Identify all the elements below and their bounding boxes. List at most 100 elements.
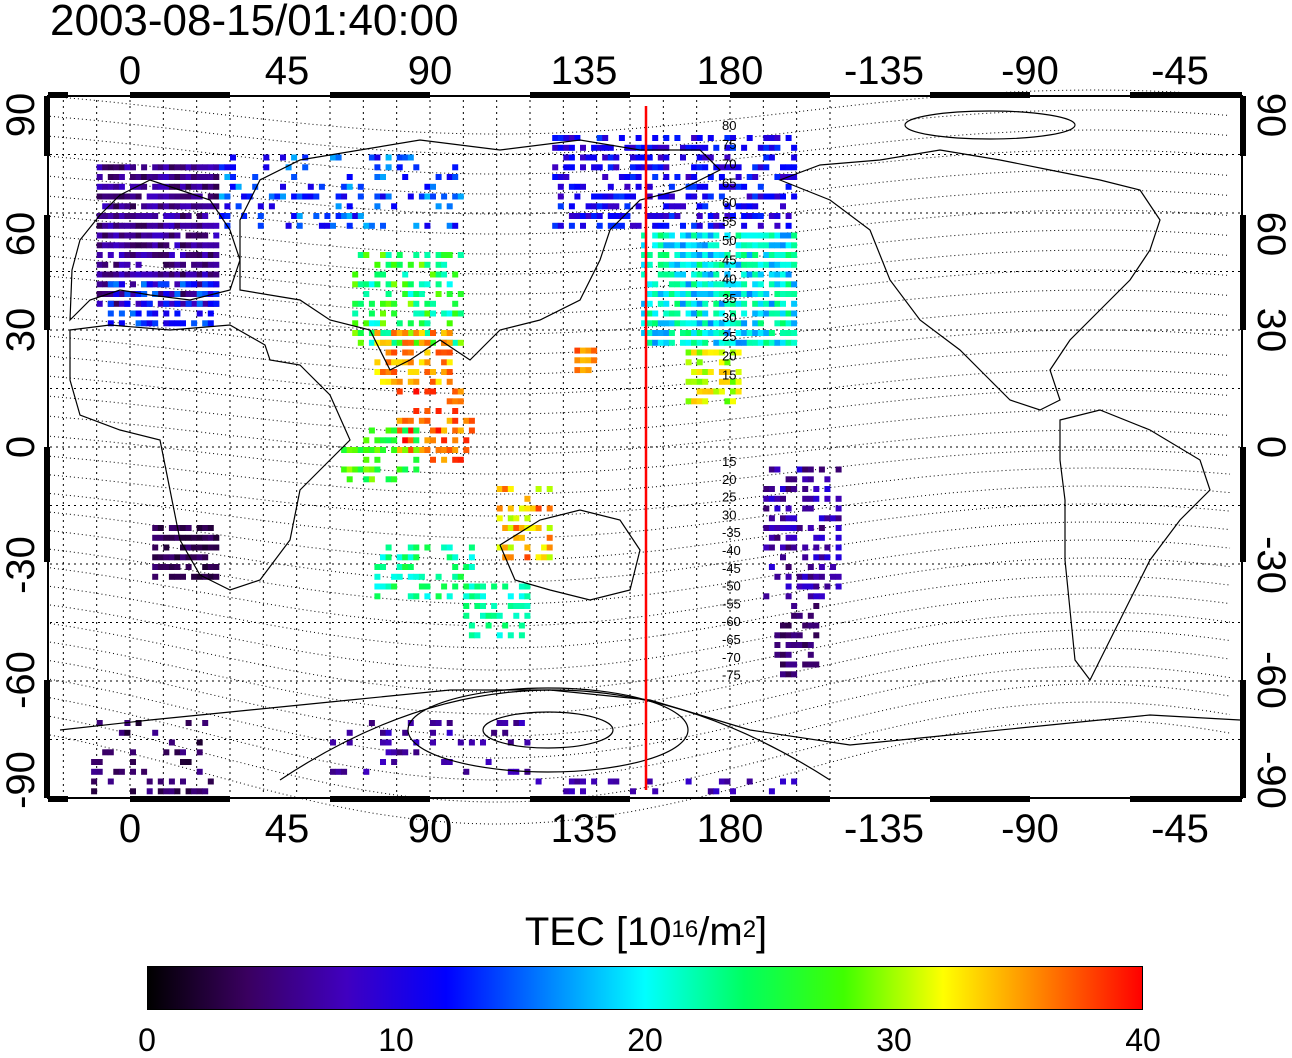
tec-cell	[180, 749, 186, 756]
tec-cell	[691, 144, 698, 151]
tec-cell	[185, 525, 192, 531]
tec-cell	[152, 232, 159, 239]
tec-cell	[746, 271, 753, 278]
tec-cell	[130, 183, 136, 190]
tec-cell	[624, 203, 631, 210]
tec-cell	[757, 300, 764, 307]
tec-cell	[707, 261, 714, 268]
tec-cell	[785, 642, 792, 648]
tec-cell	[402, 271, 409, 278]
tec-cell	[202, 232, 209, 239]
tec-cell	[380, 378, 386, 385]
tec-cell	[135, 252, 142, 258]
tec-cell	[135, 291, 142, 297]
tec-cell	[791, 261, 798, 268]
tec-cell	[96, 232, 103, 239]
tec-cell	[768, 544, 775, 551]
tec-cell	[835, 495, 842, 502]
lon-tick-bottom: -90	[1001, 807, 1059, 851]
tec-cell	[780, 778, 786, 785]
tec-cell	[146, 320, 153, 327]
tec-cell	[580, 778, 586, 785]
contour-label: 20	[722, 348, 736, 363]
tec-cell	[391, 427, 398, 434]
lon-tick-top: 135	[551, 49, 618, 93]
tec-cell	[185, 788, 192, 795]
tec-cell	[407, 720, 414, 726]
tec-cell	[385, 749, 392, 756]
tec-cell	[646, 144, 653, 151]
tec-cell	[613, 778, 620, 785]
tec-cell	[618, 222, 625, 229]
tec-cell	[396, 261, 403, 268]
tec-cell	[385, 339, 392, 346]
tec-cell	[785, 339, 792, 346]
tec-cell	[807, 466, 814, 473]
tec-cell	[791, 144, 798, 151]
tec-cell	[680, 252, 686, 258]
tec-cell	[196, 164, 203, 171]
tec-cell	[591, 778, 598, 785]
tec-cell	[763, 193, 770, 200]
tec-cell	[291, 174, 298, 180]
tec-cell	[780, 300, 786, 307]
tec-cell	[674, 320, 681, 327]
tec-cell	[168, 534, 175, 541]
tec-cell	[702, 310, 709, 317]
tec-cell	[446, 330, 453, 336]
tec-cell	[763, 164, 770, 171]
tec-cell	[718, 183, 725, 190]
tec-cell	[446, 759, 453, 765]
tec-cell	[196, 291, 203, 297]
tec-cell	[785, 183, 792, 190]
tec-cell	[785, 271, 792, 278]
tec-cell	[780, 330, 786, 336]
tec-cell	[524, 544, 531, 551]
tec-cell	[746, 330, 753, 336]
tec-cell	[174, 534, 181, 541]
contour-label: -75	[722, 668, 741, 683]
tec-cell	[407, 300, 414, 307]
tec-cell	[213, 281, 220, 288]
tec-cell	[752, 174, 759, 180]
tec-cell	[757, 330, 764, 336]
tec-cell	[424, 408, 431, 414]
tec-cell	[496, 720, 503, 726]
tec-cell	[707, 291, 714, 297]
tec-cell	[807, 612, 814, 619]
tec-cell	[157, 242, 164, 249]
tec-cell	[207, 193, 214, 200]
tec-cell	[218, 193, 225, 200]
tec-cell	[191, 281, 198, 288]
tec-cell	[791, 291, 798, 297]
colorbar	[147, 966, 1143, 1010]
tec-cell	[174, 573, 181, 580]
tec-cell	[813, 573, 820, 580]
tec-cell	[407, 417, 414, 424]
tec-cell	[713, 271, 720, 278]
tec-cell	[202, 525, 209, 531]
tec-cell	[391, 759, 398, 765]
tec-cell	[213, 573, 220, 580]
tec-cell	[574, 193, 581, 200]
tec-cell	[418, 261, 425, 268]
lat-tick-right: -90	[1249, 751, 1292, 809]
tec-cell	[418, 193, 425, 200]
tec-cell	[435, 349, 442, 356]
tec-cell	[568, 778, 575, 785]
tec-cell	[768, 232, 775, 239]
tec-cell	[157, 164, 164, 171]
tec-cell	[730, 144, 736, 151]
tec-cell	[513, 768, 520, 775]
tec-cell	[596, 213, 603, 219]
tec-cell	[591, 347, 598, 354]
tec-cell	[113, 213, 120, 219]
tec-cell	[657, 330, 664, 336]
tec-cell	[785, 320, 792, 327]
tec-cell	[207, 242, 214, 249]
tec-cell	[696, 261, 703, 268]
tec-cell	[730, 183, 736, 190]
tec-cell	[385, 437, 392, 444]
tec-cell	[552, 135, 559, 141]
tec-cell	[713, 232, 720, 239]
